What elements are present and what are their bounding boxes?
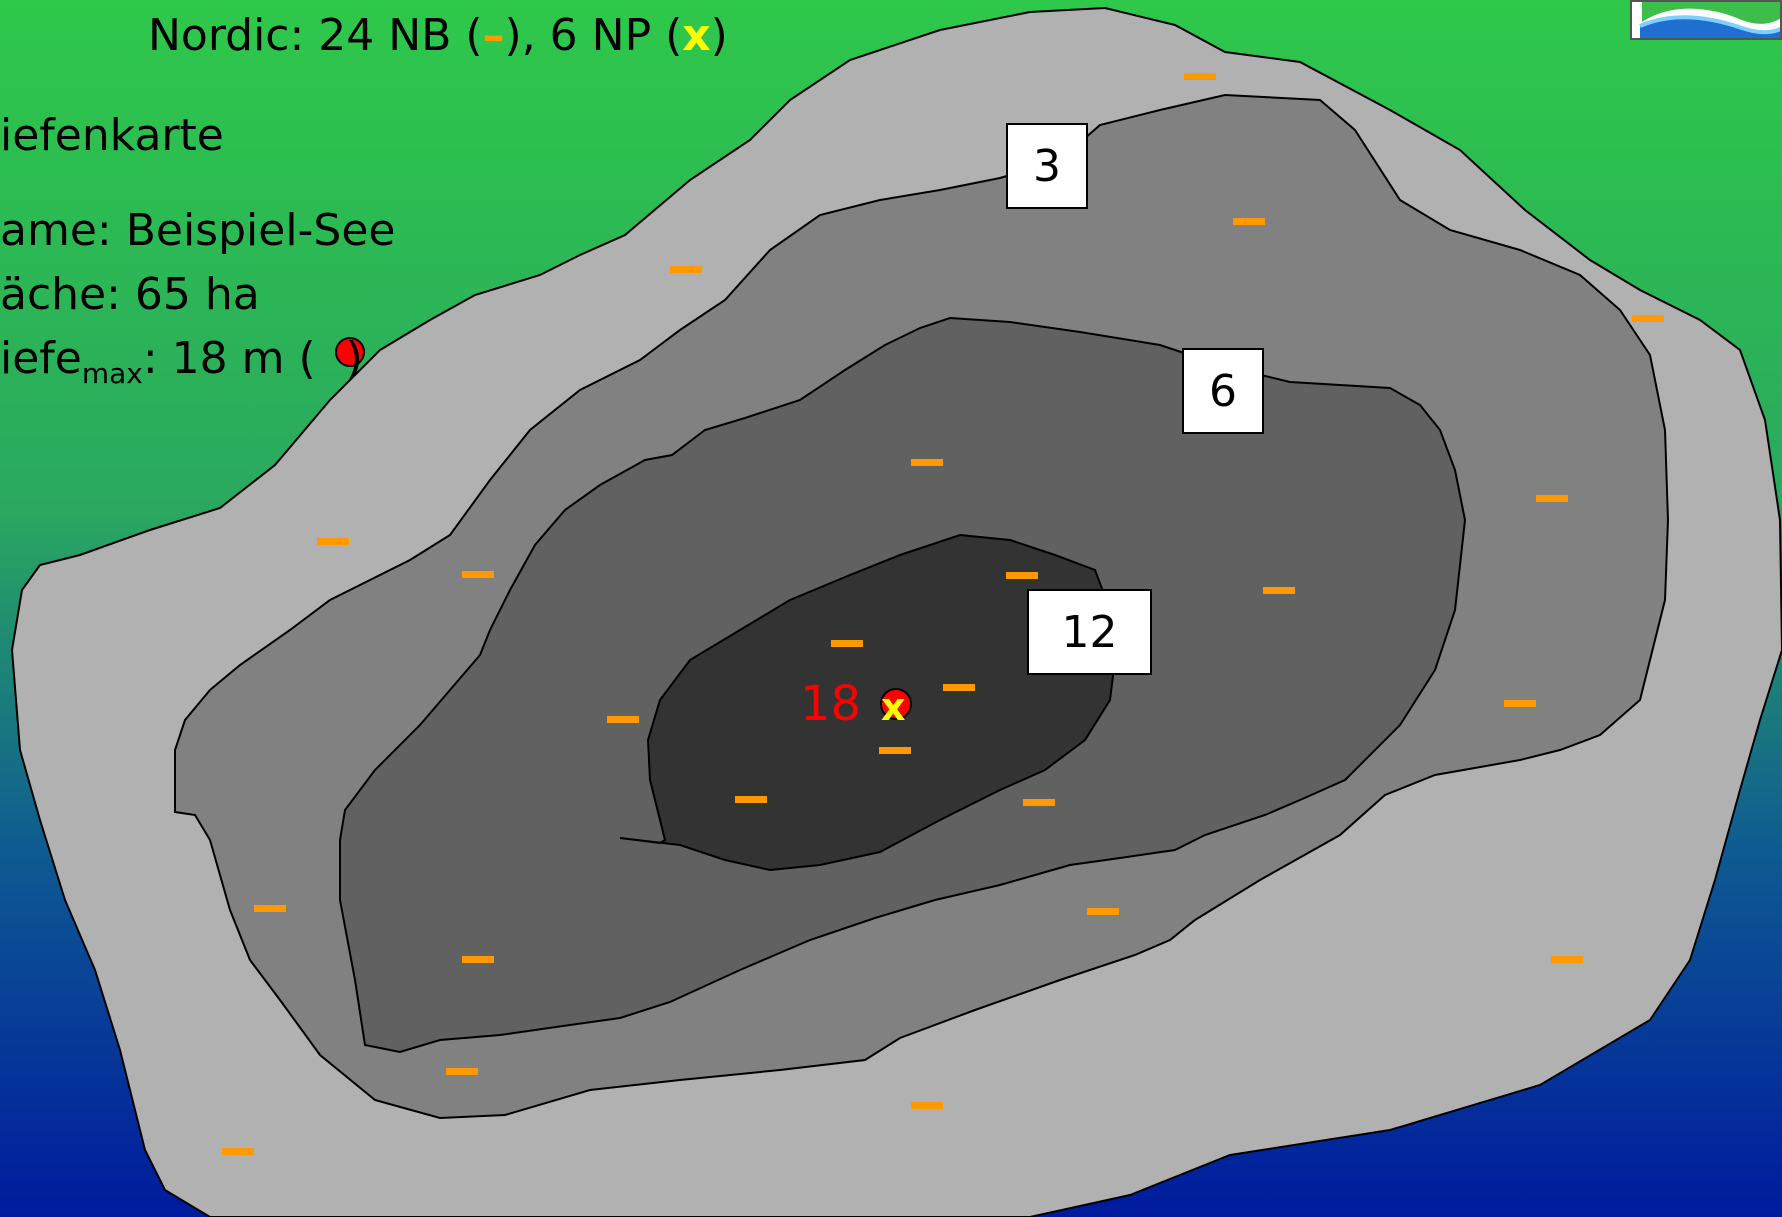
river-wave-logo-icon	[1639, 2, 1780, 38]
np-marker-at-max-depth: x	[881, 685, 906, 729]
nb-marker	[1233, 218, 1265, 225]
nb-marker	[1087, 908, 1119, 915]
nb-marker	[1536, 495, 1568, 502]
nb-marker	[254, 905, 286, 912]
nb-marker	[462, 571, 494, 578]
nb-marker	[1632, 315, 1664, 322]
nb-marker	[222, 1148, 254, 1155]
nordic-suffix: )	[710, 10, 728, 61]
lake-name: ame: Beispiel-See	[0, 205, 396, 256]
depth-label-12: 12	[1027, 589, 1152, 675]
nb-marker	[446, 1068, 478, 1075]
nb-marker	[911, 459, 943, 466]
nb-marker	[911, 1102, 943, 1109]
depth-prefix: iefe	[0, 333, 82, 384]
nb-symbol: –	[482, 10, 505, 61]
nb-marker	[943, 684, 975, 691]
depth-value: : 18 m (	[142, 333, 316, 384]
nb-marker	[1504, 700, 1536, 707]
map-title: iefenkarte	[0, 110, 224, 161]
max-depth-value: 18	[800, 676, 862, 732]
max-depth-legend-dot	[335, 337, 365, 367]
nb-marker	[1551, 956, 1583, 963]
depth-sub: max	[81, 356, 143, 390]
nb-marker	[317, 538, 349, 545]
nb-net-markers	[222, 73, 1664, 1155]
max-depth-dot	[880, 688, 912, 720]
nb-marker	[1263, 587, 1295, 594]
lake-area: äche: 65 ha	[0, 269, 260, 320]
depth-label-3: 3	[1006, 123, 1088, 209]
nb-marker	[735, 796, 767, 803]
logo	[1630, 0, 1782, 40]
nb-marker	[670, 266, 702, 273]
nordic-prefix: Nordic: 24 NB (	[148, 10, 483, 61]
nordic-middle: ), 6 NP (	[504, 10, 683, 61]
nb-marker	[1006, 572, 1038, 579]
nb-marker	[462, 956, 494, 963]
nb-marker	[1184, 73, 1216, 80]
depth-suffix: )	[345, 333, 363, 384]
nb-marker	[1023, 799, 1055, 806]
nb-marker	[607, 716, 639, 723]
nb-marker	[879, 747, 911, 754]
depth-label-6: 6	[1182, 348, 1264, 434]
np-symbol: x	[682, 10, 711, 61]
nb-marker	[831, 640, 863, 647]
nordic-summary: Nordic: 24 NB (–), 6 NP (x)	[148, 14, 728, 58]
max-depth-info: iefemax: 18 m ()	[0, 337, 363, 388]
